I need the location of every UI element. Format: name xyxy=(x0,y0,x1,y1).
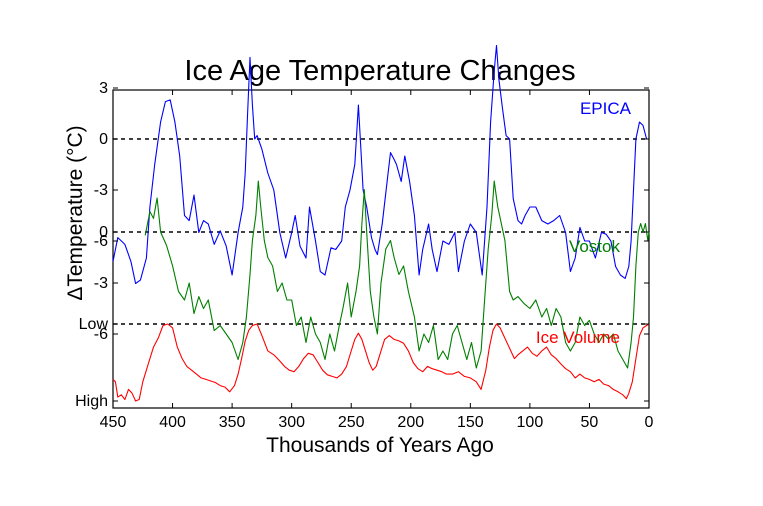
x-tick-label: 200 xyxy=(397,414,424,431)
series-line-ice-volume xyxy=(112,323,650,402)
series-line-vostok xyxy=(144,180,650,369)
y-tick-label: -6 xyxy=(94,233,108,250)
x-tick-label: 50 xyxy=(581,414,599,431)
y-tick-label: -6 xyxy=(94,326,108,343)
x-tick-label: 250 xyxy=(338,414,365,431)
x-tick-label: 300 xyxy=(278,414,305,431)
x-tick-label: 450 xyxy=(100,414,127,431)
x-tick-label: 0 xyxy=(645,414,654,431)
chart-title: Ice Age Temperature Changes xyxy=(184,55,575,87)
x-ticks: 450 400 350 300 250 200 150 100 50 0 xyxy=(100,90,654,431)
y-tick-label: High xyxy=(75,393,108,410)
y-tick-label: -3 xyxy=(94,275,108,292)
y-tick-label: 0 xyxy=(99,224,108,241)
x-tick-label: 400 xyxy=(159,414,186,431)
y-tick-label: -3 xyxy=(94,182,108,199)
plot-frame xyxy=(112,89,650,409)
x-axis-label: Thousands of Years Ago xyxy=(266,434,494,457)
x-tick-label: 350 xyxy=(219,414,246,431)
y-tick-label: 0 xyxy=(99,131,108,148)
x-tick-label: 100 xyxy=(517,414,544,431)
series-label-vostok: Vostok xyxy=(569,237,621,256)
y-tick-label: Low xyxy=(79,316,109,333)
x-tick-label: 150 xyxy=(457,414,484,431)
series-group xyxy=(112,44,650,402)
series-line-epica xyxy=(112,44,649,285)
series-label-ice-volume: Ice Volume xyxy=(536,328,620,347)
y-tick-label: 3 xyxy=(99,80,108,97)
series-label-epica: EPICA xyxy=(580,99,632,118)
y-axis-label: ΔTemperature (°C) xyxy=(64,125,87,300)
